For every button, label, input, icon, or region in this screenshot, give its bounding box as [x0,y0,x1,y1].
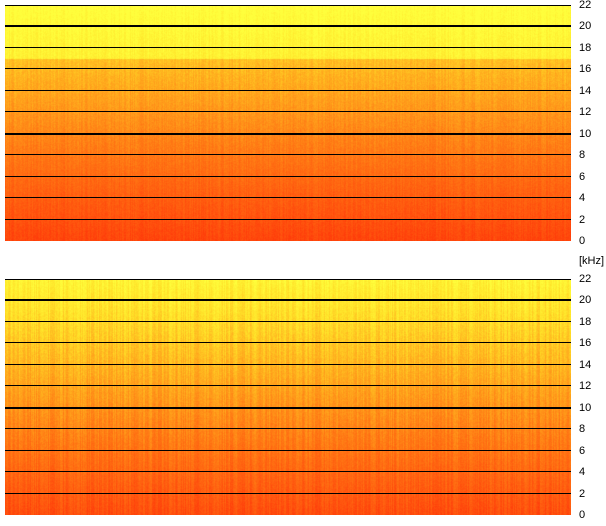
gridline-2 [5,493,571,494]
gridline-10 [5,133,571,135]
gridline-8 [5,154,571,155]
gridline-22 [5,279,571,280]
spectrogram-top-plot [5,5,571,241]
y-tick-label-22: 22 [579,273,592,285]
y-tick-label-2: 2 [579,488,586,500]
y-tick-label-4: 4 [579,192,586,204]
spectrogram-bottom-canvas [5,279,571,515]
y-tick-label-2: 2 [579,214,586,226]
y-tick-label-8: 8 [579,149,586,161]
y-tick-label-14: 14 [579,85,592,97]
gridline-18 [5,47,571,48]
y-tick-label-12: 12 [579,380,592,392]
gridline-12 [5,385,571,386]
y-tick-label-14: 14 [579,359,592,371]
spectrogram-top: 0 2 4 6 8 10 12 14 16 18 20 22 [0,0,606,252]
y-tick-label-6: 6 [579,445,586,457]
y-tick-label-10: 10 [579,402,592,414]
y-tick-label-0: 0 [579,235,586,247]
gridline-16 [5,68,571,69]
y-tick-label-4: 4 [579,466,586,478]
y-tick-label-10: 10 [579,128,592,140]
gridline-14 [5,364,571,365]
gridline-18 [5,321,571,322]
gridline-10 [5,407,571,409]
spectrogram-bottom: 0 2 4 6 8 10 12 14 16 18 20 22 [0,273,606,526]
frequency-unit-label: [kHz] [579,255,605,267]
y-tick-label-18: 18 [579,316,592,328]
y-tick-label-8: 8 [579,423,586,435]
y-tick-label-16: 16 [579,63,592,75]
gridline-6 [5,176,571,177]
y-tick-label-12: 12 [579,106,592,118]
y-tick-label-6: 6 [579,171,586,183]
y-tick-label-18: 18 [579,42,592,54]
gridline-14 [5,90,571,91]
gridline-22 [5,5,571,6]
spectrogram-bottom-plot [5,279,571,515]
gridline-6 [5,450,571,451]
gridline-8 [5,428,571,429]
gridline-4 [5,197,571,198]
gridline-12 [5,111,571,112]
y-tick-label-0: 0 [579,509,586,521]
gridline-4 [5,471,571,472]
gridline-20 [5,299,571,301]
y-tick-label-22: 22 [579,0,592,11]
gridline-16 [5,342,571,343]
y-tick-label-20: 20 [579,20,592,32]
gridline-2 [5,219,571,220]
y-tick-label-16: 16 [579,337,592,349]
y-tick-label-20: 20 [579,294,592,306]
gridline-20 [5,25,571,27]
spectrogram-top-canvas [5,5,571,241]
